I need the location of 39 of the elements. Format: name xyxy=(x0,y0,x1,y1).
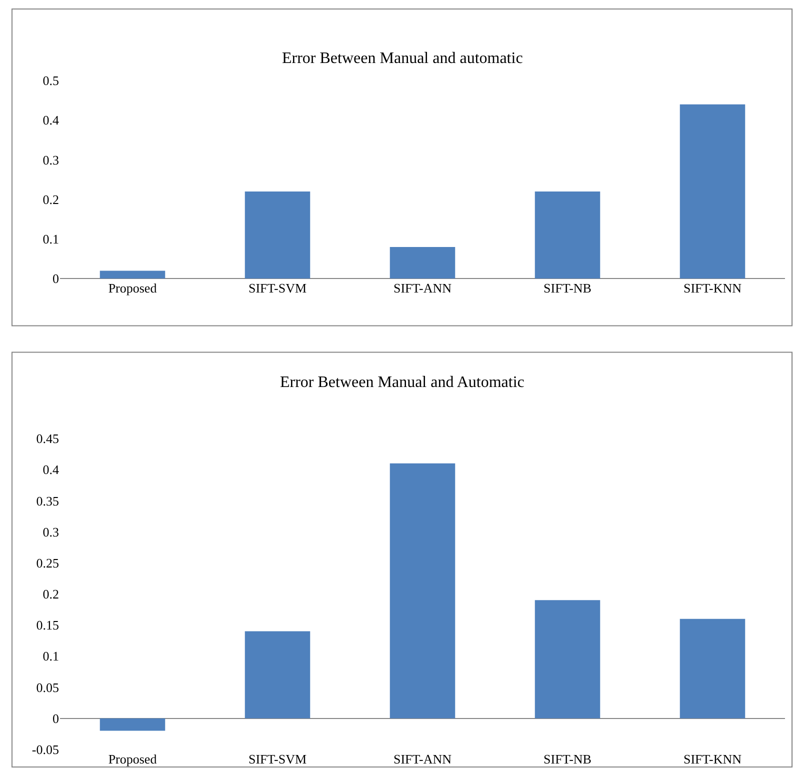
chart-title: Error Between Manual and automatic xyxy=(282,50,523,67)
bar xyxy=(390,463,456,718)
y-tick-label: 0 xyxy=(52,710,59,726)
bar xyxy=(390,246,456,279)
y-tick-label: 0.05 xyxy=(36,680,59,695)
x-tick-label: Proposed xyxy=(108,280,158,296)
y-tick-label: 0.35 xyxy=(36,493,59,508)
y-tick-label: 0 xyxy=(52,271,59,286)
x-tick-label: SIFT-NB xyxy=(544,751,592,766)
bar xyxy=(534,600,600,718)
y-tick-label: 0.3 xyxy=(42,524,59,540)
x-tick-label: SIFT-ANN xyxy=(393,751,452,766)
bar xyxy=(100,718,166,731)
y-tick-label: 0.5 xyxy=(42,73,59,88)
y-tick-label: 0.45 xyxy=(36,431,59,446)
bar xyxy=(680,618,746,718)
y-tick-label: 0.1 xyxy=(42,232,59,247)
y-tick-label: 0.25 xyxy=(36,555,59,570)
y-tick-label: 0.15 xyxy=(36,618,59,633)
x-tick-label: SIFT-KNN xyxy=(683,280,742,296)
bar xyxy=(244,631,310,718)
chart-title: Error Between Manual and Automatic xyxy=(280,374,524,391)
x-tick-label: SIFT-SVM xyxy=(248,751,307,766)
y-tick-label: 0.3 xyxy=(42,152,59,168)
x-tick-label: Proposed xyxy=(108,751,158,766)
bar xyxy=(680,104,746,279)
y-tick-label: 0.4 xyxy=(42,112,60,128)
y-tick-label: 0.2 xyxy=(42,192,59,207)
bar xyxy=(100,270,166,279)
x-tick-label: SIFT-ANN xyxy=(393,280,452,296)
bar xyxy=(534,191,600,279)
x-tick-label: SIFT-KNN xyxy=(683,751,742,766)
y-tick-label: 0.1 xyxy=(42,648,59,664)
y-tick-label: 0.2 xyxy=(42,586,59,602)
x-tick-label: SIFT-SVM xyxy=(248,280,307,296)
y-tick-label: -0.05 xyxy=(32,742,59,757)
x-tick-label: SIFT-NB xyxy=(544,280,592,296)
y-tick-label: 0.4 xyxy=(42,462,60,478)
bar xyxy=(244,191,310,279)
